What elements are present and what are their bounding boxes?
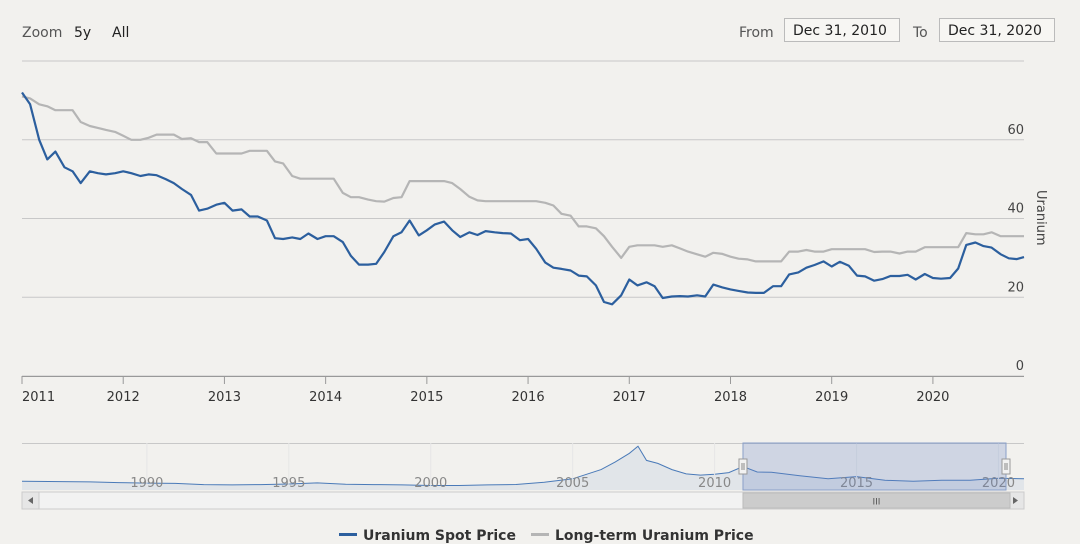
x-tick-label: 2012 — [107, 390, 140, 405]
handle-body — [1001, 458, 1011, 475]
legend-item-spot[interactable]: Uranium Spot Price — [339, 528, 516, 544]
x-tick-label: 2017 — [613, 390, 646, 405]
navigator-year-label: 2000 — [414, 476, 447, 491]
x-tick-label: 2016 — [512, 390, 545, 405]
x-tick-label: 2011 — [22, 390, 55, 405]
x-tick-label: 2018 — [714, 390, 747, 405]
legend-label-longterm: Long-term Uranium Price — [555, 528, 754, 544]
zoom-all-button[interactable]: All — [112, 25, 130, 41]
navigator-area — [22, 446, 1024, 490]
from-label: From — [739, 25, 774, 41]
navigator-year-label: 2020 — [982, 476, 1015, 491]
navigator-line — [21, 445, 1025, 486]
legend-swatch-spot — [339, 532, 357, 536]
range-selector: Zoom 5y All From Dec 31, 2010 To Dec 31,… — [0, 0, 1080, 60]
y-axis-title: Uranium — [1033, 190, 1048, 246]
x-tick-label: 2020 — [916, 390, 949, 405]
navigator-year-label: 2010 — [698, 476, 731, 491]
x-tick-label: 2013 — [208, 390, 241, 405]
legend: Uranium Spot Price Long-term Uranium Pri… — [0, 528, 1080, 544]
arrow-right-icon — [1013, 497, 1018, 504]
legend-swatch-longterm — [531, 532, 549, 536]
from-date-input[interactable]: Dec 31, 2010 — [784, 18, 900, 42]
navigator-year-label: 1990 — [130, 476, 163, 491]
scrollbar-left-button[interactable] — [21, 491, 40, 510]
legend-item-longterm[interactable]: Long-term Uranium Price — [531, 528, 754, 544]
x-tick-label: 2015 — [410, 390, 443, 405]
to-label: To — [913, 25, 928, 41]
navigator-year-label: 1995 — [272, 476, 305, 491]
scrollbar-grip: III — [873, 498, 881, 508]
y-tick-label: 40 — [1007, 202, 1024, 217]
navigator-left-handle[interactable] — [738, 458, 748, 475]
arrow-left-icon — [28, 497, 33, 504]
y-tick-label: 20 — [1007, 280, 1024, 295]
series-line-spot-price — [21, 91, 1025, 306]
x-tick-label: 2014 — [309, 390, 342, 405]
x-tick-label: 2019 — [815, 390, 848, 405]
legend-label-spot: Uranium Spot Price — [363, 528, 516, 544]
y-tick-label: 60 — [1007, 123, 1024, 138]
navigator-year-label: 2005 — [556, 476, 589, 491]
scrollbar-thumb[interactable] — [742, 492, 1011, 509]
navigator-selection — [742, 442, 1007, 491]
navigator-right-handle[interactable] — [1001, 458, 1011, 475]
navigator-year-label: 2015 — [840, 476, 873, 491]
zoom-5y-button[interactable]: 5y — [74, 25, 92, 41]
zoom-label: Zoom — [22, 25, 63, 41]
to-date-input[interactable]: Dec 31, 2020 — [939, 18, 1055, 42]
y-tick-label: 0 — [1016, 359, 1024, 374]
series-line-longterm-price — [21, 95, 1024, 263]
handle-body — [738, 458, 748, 475]
